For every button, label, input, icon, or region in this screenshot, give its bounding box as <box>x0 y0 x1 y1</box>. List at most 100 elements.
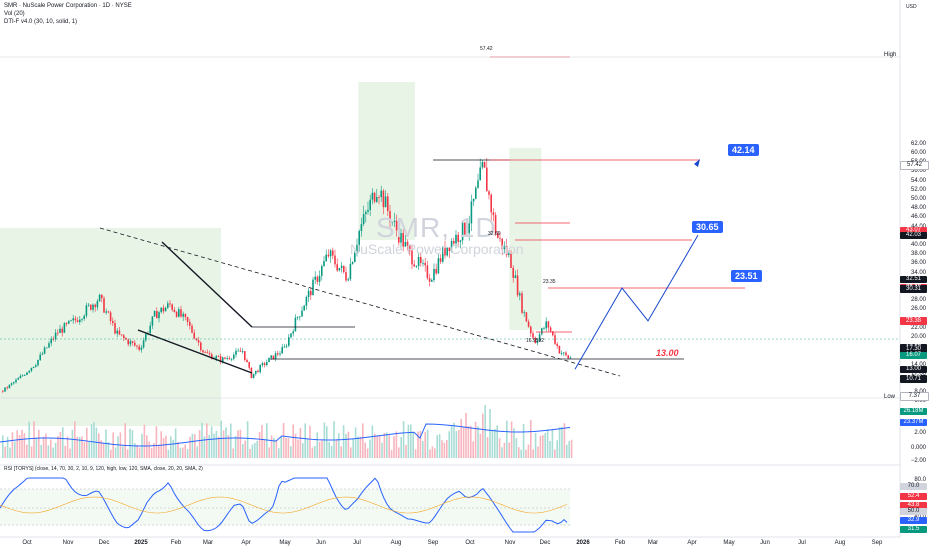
volume-bar <box>419 431 422 458</box>
volume-bar <box>218 436 220 458</box>
time-axis-label: Feb <box>170 540 182 546</box>
volume-bar <box>542 435 544 458</box>
volume-box: 26.18M <box>900 408 927 415</box>
candle-body <box>50 338 52 344</box>
candle-body <box>307 290 310 297</box>
candle-body <box>349 263 352 280</box>
volume-bar <box>462 426 465 458</box>
watermark-ticker: SMR, 1D <box>376 212 497 243</box>
candle-body <box>35 365 37 367</box>
rsi-indicator-label[interactable]: RSI [TORYS] (close, 14, 70, 30, 2, 10, 9… <box>4 466 203 472</box>
candle-body <box>92 304 94 310</box>
candle-body <box>136 345 138 347</box>
candle-body <box>277 353 279 355</box>
candle-body <box>338 268 341 271</box>
dti-indicator-label[interactable]: DTI-F v4.0 (30, 10, solid, 1) <box>4 19 78 25</box>
volume-bar <box>258 432 261 458</box>
candle-body <box>450 240 453 252</box>
volume-bar <box>539 435 542 458</box>
candle-body <box>552 331 554 336</box>
rsi-box: 52.4 <box>900 493 927 500</box>
candle-body <box>453 240 455 244</box>
candle-body <box>21 375 24 377</box>
candle-body <box>246 359 248 363</box>
candle-body <box>90 304 92 310</box>
price-box: 42.03 <box>900 232 927 240</box>
candle-body <box>131 341 134 343</box>
candle-body <box>380 190 382 198</box>
time-axis-label: Sep <box>427 540 439 546</box>
candle-body <box>523 312 525 314</box>
candle-body <box>525 312 528 322</box>
symbol-title[interactable]: SMR · NuScale Power Corporation · 1D · N… <box>4 3 132 9</box>
volume-bar <box>191 433 194 458</box>
volume-bar <box>426 429 429 458</box>
candle-body <box>195 338 198 341</box>
mid-annotation: 32.69 <box>488 231 501 237</box>
price-axis-label: 36.00 <box>910 260 926 267</box>
price-axis-label: 52.00 <box>910 186 926 193</box>
candle-body <box>382 190 385 208</box>
price-box: 17.30 <box>900 345 927 353</box>
volume-bar <box>249 448 251 458</box>
candle-body <box>24 374 26 376</box>
volume-bar <box>246 421 249 458</box>
candle-body <box>270 355 272 358</box>
volume-bar <box>81 436 83 458</box>
candle-body <box>149 325 151 334</box>
volume-bar <box>561 426 563 458</box>
candle-body <box>180 309 182 317</box>
volume-bar <box>321 440 323 458</box>
volume-bar <box>244 440 246 458</box>
time-axis-label: Oct <box>465 540 475 546</box>
candle-body <box>266 362 268 366</box>
volume-bar <box>304 423 306 458</box>
candle-body <box>233 354 235 359</box>
candle-body <box>57 332 59 334</box>
candle-body <box>527 321 530 327</box>
volume-bar <box>441 440 443 458</box>
volume-bar <box>47 445 50 458</box>
volume-bar <box>506 420 508 458</box>
volume-bar <box>35 437 38 458</box>
candle-body <box>191 325 193 333</box>
candle-body <box>85 305 88 316</box>
candle-body <box>395 220 398 231</box>
volume-bar <box>472 441 474 458</box>
rsi-box: 43.8 <box>900 502 927 509</box>
candle-body <box>569 357 572 359</box>
time-axis-label: Nov <box>504 540 516 546</box>
volume-bar <box>316 432 318 458</box>
volume-bar <box>215 430 218 458</box>
volume-bar <box>566 444 568 458</box>
candle-body <box>65 323 68 325</box>
price-axis-label: 48.00 <box>910 205 926 212</box>
volume-bar <box>450 425 453 458</box>
candle-body <box>70 320 72 322</box>
volume-bar <box>270 435 273 458</box>
candle-body <box>538 334 541 341</box>
candle-body <box>356 244 358 253</box>
volume-bar <box>494 428 496 458</box>
volume-bar <box>160 431 162 458</box>
volume-bar <box>158 445 160 458</box>
support-label: 13.00 <box>656 348 679 358</box>
volume-indicator-label[interactable]: Vol (20) <box>4 11 25 17</box>
volume-bar <box>563 423 566 458</box>
volume-bar <box>278 448 280 458</box>
candle-body <box>206 352 209 354</box>
candle-body <box>142 340 145 348</box>
candle-body <box>362 214 365 225</box>
candle-body <box>367 209 369 212</box>
time-axis-label: Jun <box>760 540 770 546</box>
time-axis-label: Aug <box>834 540 846 546</box>
rsi-signal-line <box>0 496 568 514</box>
volume-bar <box>434 448 436 458</box>
volume-bar <box>364 442 366 458</box>
candle-body <box>109 312 112 321</box>
zone-box <box>0 228 221 426</box>
candle-body <box>116 330 118 334</box>
time-axis-label: Feb <box>614 540 626 546</box>
candle-body <box>413 264 415 267</box>
